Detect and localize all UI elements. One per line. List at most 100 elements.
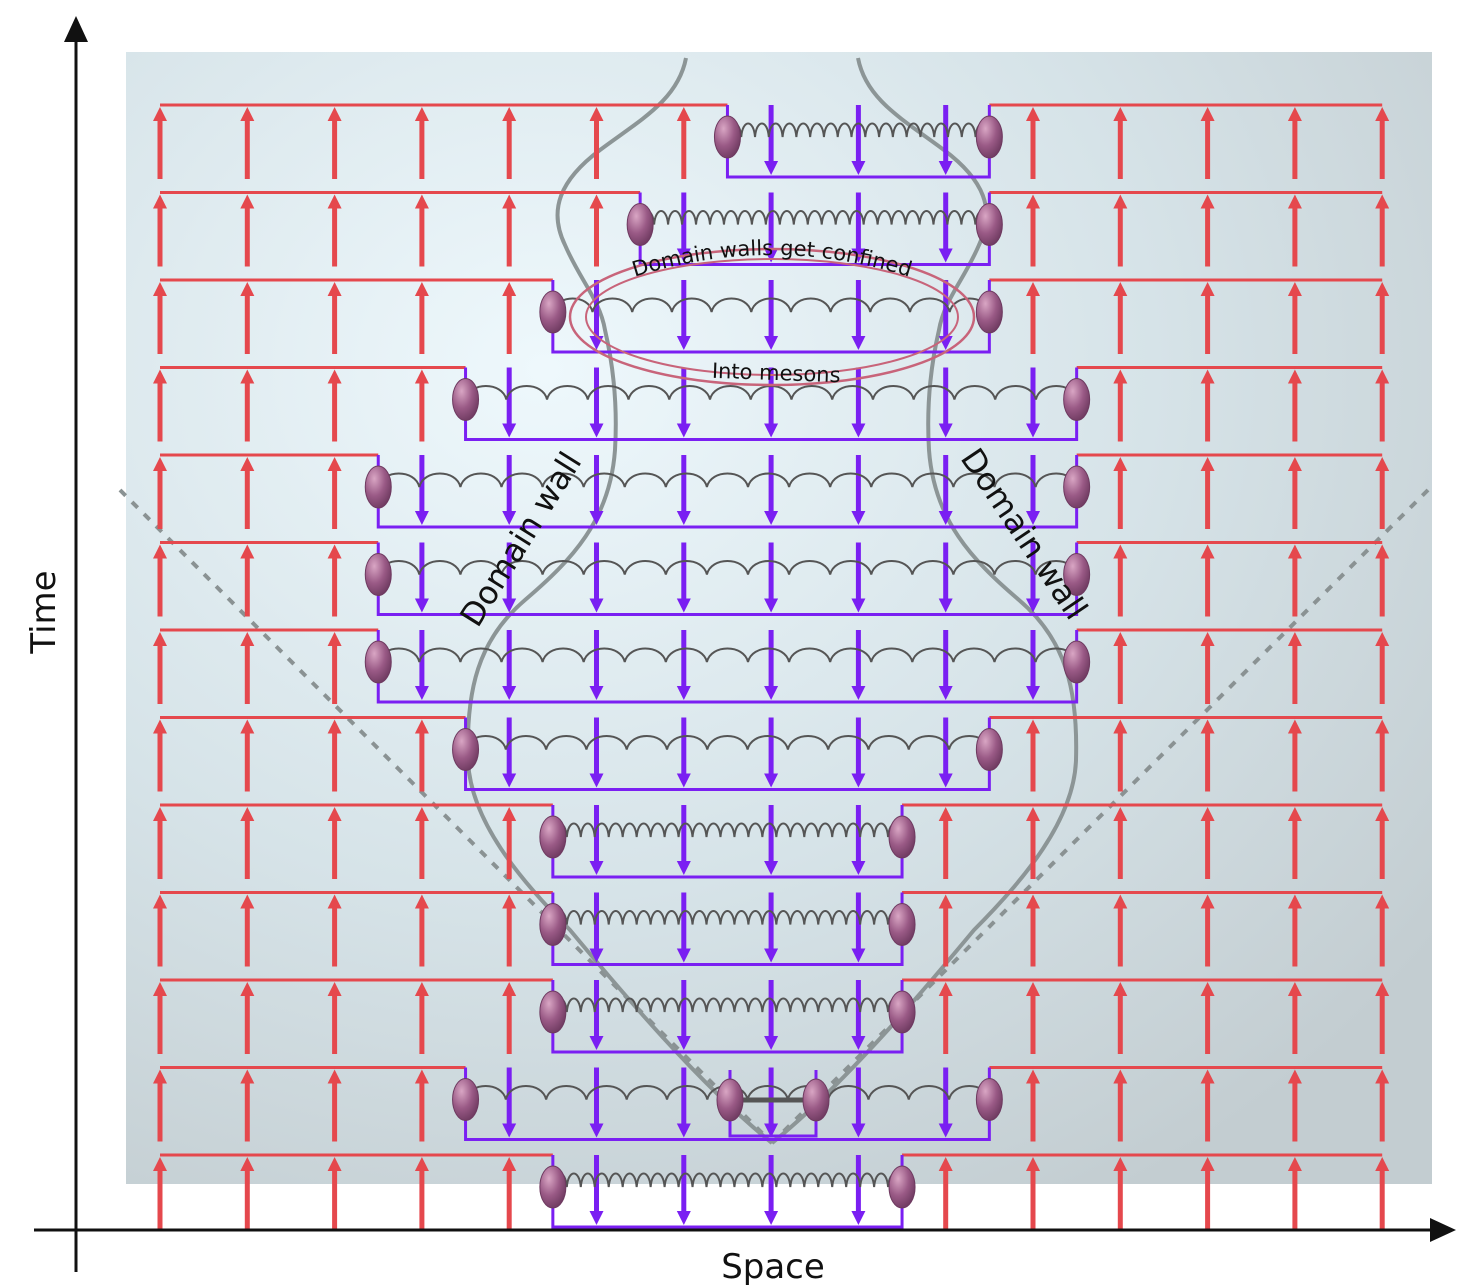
domain-wall-particle-right: [1063, 465, 1091, 509]
spin-up-arrowhead: [502, 807, 517, 821]
spin-up-arrowhead: [414, 194, 429, 209]
spin-up-arrowhead: [414, 719, 429, 734]
spin-up-arrowhead: [153, 1157, 167, 1171]
spin-down-arrowhead: [851, 336, 866, 350]
spin-up-arrowhead: [240, 544, 255, 559]
spin-down-arrowhead: [676, 423, 691, 438]
meson-ellipse-outer: [568, 247, 976, 387]
spin-up-arrowhead: [502, 982, 517, 996]
spin-up-arrowhead: [240, 457, 255, 471]
spin-up-arrowhead: [1375, 107, 1390, 121]
meson-string: [551, 1172, 904, 1188]
spin-up-arrowhead: [1375, 719, 1390, 734]
x-axis-label: Space: [721, 1247, 825, 1287]
spin-up-arrowhead: [1287, 719, 1302, 734]
spin-down-arrowhead: [502, 686, 517, 700]
spin-down-arrowhead: [1026, 686, 1040, 700]
meson-string: [377, 647, 1078, 663]
spin-down-arrowhead: [589, 511, 604, 525]
light-cone-right: [770, 488, 1430, 1145]
spin-up-arrowhead: [1200, 632, 1215, 646]
spin-up-arrowhead: [1026, 807, 1040, 821]
mesons-label: Into mesons: [712, 359, 841, 387]
spin-down-arrowhead: [938, 773, 953, 788]
spin-down-arrowhead: [764, 1123, 779, 1138]
spin-up-arrowhead: [153, 894, 167, 909]
domain-wall-particle-left: [539, 290, 567, 334]
spin-up-arrowhead: [240, 894, 255, 909]
spin-down-arrowhead: [589, 861, 604, 875]
spin-up-arrowhead: [1375, 894, 1390, 909]
spin-up-arrowhead: [1113, 457, 1128, 471]
spin-up-arrowhead: [1113, 107, 1128, 121]
spin-up-arrowhead: [676, 107, 691, 121]
spin-up-arrowhead: [1200, 282, 1215, 296]
spin-up-arrowhead: [1026, 194, 1040, 209]
domain-wall-particle-left: [452, 378, 480, 421]
spin-up-arrowhead: [153, 457, 167, 471]
spin-down-arrowhead: [676, 511, 691, 525]
domain-wall-particle-left: [539, 815, 567, 859]
spin-up-arrowhead: [502, 107, 517, 121]
spin-up-arrowhead: [1113, 1069, 1128, 1084]
spin-up-arrowhead: [240, 369, 255, 384]
spin-up-arrowhead: [1113, 194, 1128, 209]
spin-up-arrowhead: [1200, 369, 1215, 384]
spin-up-arrowhead: [153, 807, 167, 821]
domain-wall-particle-left: [364, 553, 392, 596]
spin-down-arrowhead: [764, 861, 779, 875]
meson-string: [551, 822, 904, 838]
spin-up-arrowhead: [240, 982, 255, 996]
domain-wall-particles: [364, 115, 1091, 1209]
spin-up-arrowhead: [327, 544, 342, 559]
spin-down-arrowhead: [764, 161, 779, 175]
spin-up-arrowhead: [1287, 457, 1302, 471]
domain-wall-particle-right: [1063, 378, 1091, 421]
spin-up-arrowhead: [1287, 369, 1302, 384]
spin-up-arrowhead: [1375, 457, 1390, 471]
light-cone: [118, 488, 1430, 1145]
domain-wall-particle-right: [975, 290, 1003, 334]
spin-down-arrowhead: [589, 686, 604, 700]
spin-up-arrowhead: [414, 282, 429, 296]
spin-up-arrowhead: [1026, 282, 1040, 296]
spin-up-arrowhead: [1287, 982, 1302, 996]
domain-wall-particle-right: [975, 728, 1003, 771]
spin-down-arrowhead: [676, 1123, 691, 1138]
domain-wall-particle-right: [1063, 640, 1091, 684]
spin-down-arrowhead: [676, 773, 691, 788]
spin-up-arrowhead: [327, 719, 342, 734]
spin-up-arrowhead: [1375, 1069, 1390, 1084]
spin-up-arrowhead: [1200, 719, 1215, 734]
spin-down-arrowhead: [589, 1211, 604, 1225]
spin-row: [153, 103, 1390, 179]
spin-up-arrowhead: [1200, 1157, 1215, 1171]
spin-up-arrowhead: [1200, 894, 1215, 909]
domain-wall-particle-right: [888, 815, 916, 859]
spin-down-arrowhead: [502, 1123, 517, 1138]
domain-wall-particle-right: [1063, 553, 1091, 596]
spin-up-arrowhead: [327, 982, 342, 996]
spin-up-arrowhead: [1113, 894, 1128, 909]
spin-down-arrowhead: [764, 511, 779, 525]
meson-string: [377, 560, 1078, 575]
spin-up-arrowhead: [1200, 457, 1215, 471]
diagram-background: [126, 52, 1432, 1184]
spin-up-arrowhead: [240, 107, 255, 121]
spin-up-arrowhead: [153, 107, 167, 121]
spin-up-arrowhead: [1026, 1069, 1040, 1084]
spin-down-arrowhead: [764, 248, 779, 263]
spin-up-arrowhead: [1375, 982, 1390, 996]
spin-up-arrowhead: [1375, 632, 1390, 646]
spin-up-arrowhead: [327, 457, 342, 471]
spin-up-arrowhead: [240, 719, 255, 734]
spin-up-arrowhead: [240, 632, 255, 646]
spin-down-arrowhead: [502, 598, 517, 613]
spin-row: [153, 891, 1390, 967]
spin-up-arrowhead: [327, 194, 342, 209]
y-axis-label: Time: [24, 570, 64, 654]
spin-up-arrowhead: [1026, 982, 1040, 996]
light-cone-left: [118, 488, 774, 1145]
spin-up-arrowhead: [1200, 544, 1215, 559]
spin-up-arrowhead: [1113, 807, 1128, 821]
